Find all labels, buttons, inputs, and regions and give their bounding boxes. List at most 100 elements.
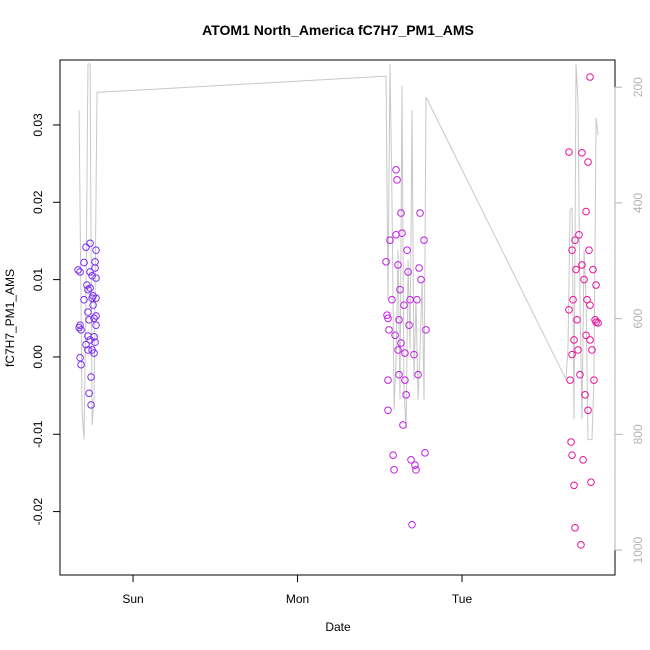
data-point (567, 438, 575, 446)
y-tick-label: 0.01 (31, 268, 45, 292)
data-point (580, 275, 588, 284)
data-point (397, 339, 405, 347)
data-point (570, 336, 578, 344)
data-point (92, 321, 100, 330)
data-point (421, 449, 429, 457)
y2-tick-label: 1000 (631, 536, 645, 563)
data-point (586, 73, 594, 81)
data-point (565, 305, 573, 314)
y2-tick-label: 400 (631, 193, 645, 213)
data-point (389, 451, 397, 459)
data-point (383, 311, 391, 319)
data-point (388, 295, 396, 304)
data-point (587, 478, 595, 487)
data-point (582, 331, 590, 340)
data-point (588, 346, 596, 354)
data-point (586, 301, 594, 309)
data-point (582, 207, 590, 216)
data-point (87, 401, 95, 409)
data-point (86, 239, 94, 248)
data-point (579, 455, 587, 464)
plot-area (74, 63, 602, 549)
data-point (395, 316, 403, 324)
data-point (584, 158, 592, 166)
data-point (407, 455, 415, 464)
data-point (565, 148, 573, 156)
data-point (90, 333, 98, 341)
data-point (568, 246, 576, 255)
y-tick-label: 0.00 (31, 345, 45, 369)
data-point (574, 346, 582, 354)
data-point (390, 466, 398, 474)
data-point (76, 321, 84, 330)
data-point (86, 284, 94, 292)
data-point (575, 230, 583, 239)
data-point (422, 326, 430, 334)
data-point (86, 268, 94, 276)
data-point (581, 391, 589, 399)
pressure-line (78, 63, 599, 441)
data-point (396, 285, 404, 294)
data-point (401, 376, 409, 384)
data-point (384, 314, 392, 323)
data-point (571, 236, 579, 244)
data-point (404, 268, 412, 276)
data-point (594, 319, 602, 327)
data-point (90, 314, 98, 323)
data-point (569, 295, 577, 304)
data-point (92, 274, 100, 282)
data-point (84, 308, 92, 316)
data-point (382, 258, 390, 266)
data-point (77, 360, 85, 369)
data-point (394, 261, 402, 269)
y-tick-label: -0.02 (31, 498, 45, 526)
data-point (413, 295, 421, 304)
data-point (384, 376, 392, 384)
data-point (77, 326, 85, 334)
data-point (578, 148, 586, 157)
data-point (82, 243, 90, 251)
data-point (401, 349, 409, 357)
data-point (80, 258, 88, 267)
data-point (386, 236, 394, 244)
data-point (586, 336, 594, 344)
y-axis-label: fC7H7_PM1_AMS (3, 269, 17, 367)
data-point (92, 294, 100, 302)
data-point (566, 376, 574, 384)
chart-title: ATOM1 North_America fC7H7_PM1_AMS (202, 22, 474, 38)
data-point (398, 229, 406, 238)
data-point (592, 281, 600, 289)
x-tick-label: Tue (452, 592, 473, 606)
data-point (85, 316, 93, 324)
y-tick-label: 0.02 (31, 190, 45, 214)
data-point (578, 261, 586, 269)
data-point (585, 246, 593, 255)
data-point (576, 370, 584, 379)
data-point (84, 346, 92, 354)
data-point (405, 321, 413, 330)
data-point (577, 541, 585, 549)
y2-tick-label: 600 (631, 308, 645, 328)
data-point (394, 346, 402, 354)
data-point (573, 316, 581, 324)
data-point (90, 349, 98, 357)
data-point (393, 176, 401, 184)
data-point (572, 265, 580, 274)
y-tick-label: -0.01 (31, 420, 45, 448)
data-point (410, 350, 418, 359)
data-point (415, 264, 423, 272)
data-point (384, 406, 392, 415)
data-point (87, 373, 95, 381)
data-point (391, 331, 399, 340)
y2-tick-label: 200 (631, 77, 645, 97)
data-point (402, 391, 410, 399)
x-axis-label: Date (325, 620, 351, 634)
data-point (91, 338, 99, 347)
data-point (392, 166, 400, 174)
data-point (80, 295, 88, 304)
data-point (400, 301, 408, 309)
data-point (85, 389, 93, 398)
data-point (420, 236, 428, 244)
data-point (414, 370, 422, 379)
